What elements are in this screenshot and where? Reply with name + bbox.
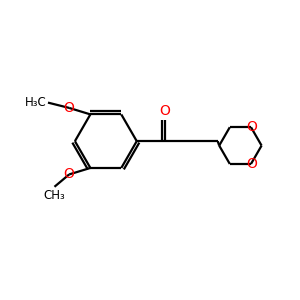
- Text: O: O: [246, 120, 257, 134]
- Text: O: O: [64, 167, 75, 182]
- Text: H₃C: H₃C: [25, 96, 46, 109]
- Text: O: O: [64, 101, 75, 115]
- Text: O: O: [159, 103, 170, 118]
- Text: O: O: [246, 157, 257, 171]
- Text: CH₃: CH₃: [44, 189, 65, 202]
